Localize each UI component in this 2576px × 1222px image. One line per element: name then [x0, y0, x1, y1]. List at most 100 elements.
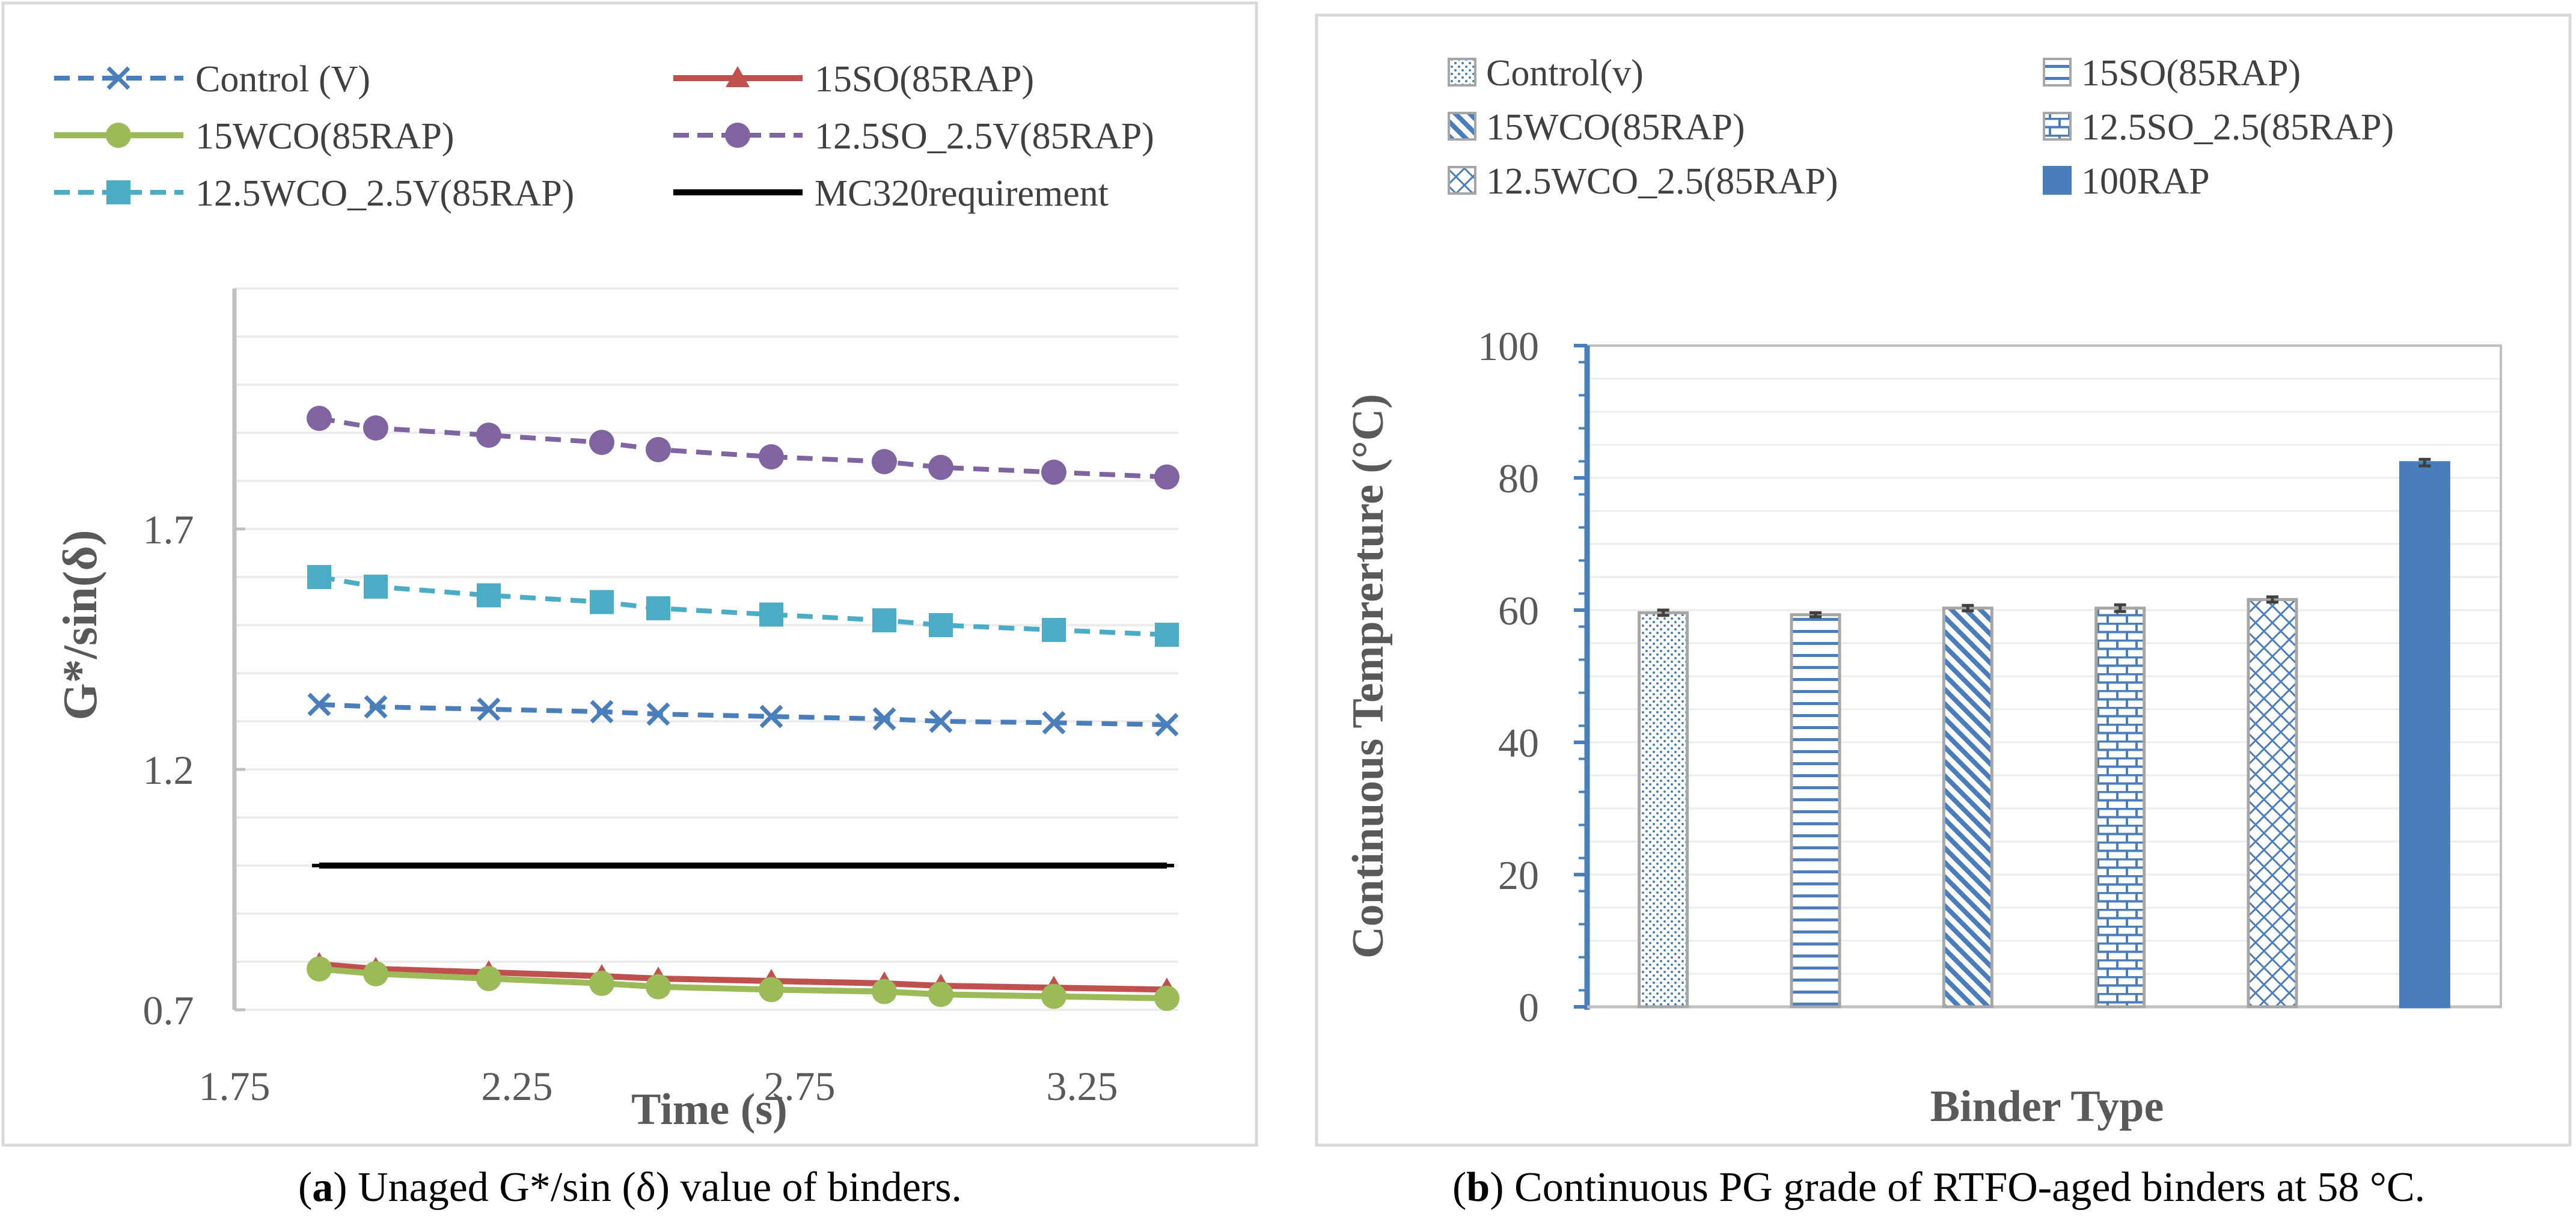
series-line-control-v [319, 702, 1167, 727]
panel-a-y-tick-label: 1.2 [143, 747, 194, 793]
caption-b: (b) Continuous PG grade of RTFO-aged bin… [1452, 1164, 2425, 1211]
data-point-control-v [872, 707, 896, 731]
legend-label: 15WCO(85RAP) [195, 116, 454, 157]
data-point-12-5so-2-5v-85rap [928, 454, 953, 480]
legend-marker [106, 123, 131, 148]
series-12-5wco-2-5v-85rap [307, 565, 1179, 647]
legend-swatch [1448, 112, 1476, 141]
data-point-12-5so-2-5v-85rap [759, 444, 784, 469]
bar-12-5so-2-5-85rap [2094, 603, 2146, 1009]
panel-a-gridlines [234, 287, 1178, 1011]
bar-rect-12-5wco-2-5-85rap [2247, 597, 2298, 1009]
data-point-15wco-85rap [646, 974, 671, 1000]
legend-label: 15SO(85RAP) [815, 59, 1034, 100]
data-point-12-5wco-2-5v-85rap [872, 608, 896, 632]
data-point-12-5so-2-5v-85rap [646, 437, 671, 462]
panel-a-x-ticks: 1.75 2.25 2.75 3.25 [199, 1063, 1118, 1109]
legend-entry-15so-85rap: 15SO(85RAP) [2043, 53, 2301, 94]
series-line-15so-85rap [319, 961, 1167, 993]
panel-a-x-tick-label: 1.75 [199, 1063, 271, 1109]
panel-b-gridlines [1587, 377, 2501, 975]
data-point-control-v [929, 709, 953, 733]
panel-b-x-axis-title: Binder Type [1930, 1082, 2164, 1131]
bar-100rap [2399, 457, 2450, 1009]
legend-swatch [2043, 58, 2072, 87]
data-point-12-5so-2-5v-85rap [363, 415, 388, 441]
data-point-12-5wco-2-5v-85rap [307, 565, 331, 589]
legend-entry-12-5wco-2-5v-85rap: 12.5WCO_2.5V(85RAP) [54, 173, 574, 214]
legend-entry-12-5so-2-5v-85rap: 12.5SO_2.5V(85RAP) [673, 116, 1154, 157]
legend-marker [106, 180, 130, 204]
data-point-control-v [477, 697, 501, 721]
series-line-12-5so-2-5v-85rap [319, 416, 1167, 480]
legend-marker [106, 66, 130, 90]
legend-entry-15wco-85rap: 15WCO(85RAP) [1448, 107, 1745, 148]
data-point-control-v [759, 704, 783, 729]
panel-a-x-axis-title: Time (s) [631, 1085, 788, 1134]
legend-swatch [1448, 58, 1476, 87]
bar-control-v [1638, 608, 1689, 1009]
data-point-15wco-85rap [1154, 985, 1179, 1011]
data-point-15wco-85rap [589, 971, 614, 996]
panel-b-y-tick-label: 0 [1519, 985, 1539, 1030]
series-12-5so-2-5v-85rap [307, 406, 1179, 490]
panel-a-x-tick-label: 2.25 [482, 1063, 553, 1109]
legend-label: MC320requirement [815, 173, 1109, 214]
panel-a: 0.7 1.2 1.7 1.75 2.25 2.75 3.25 Control (V) 15… [1, 1, 1258, 1147]
legend-label: 15SO(85RAP) [2081, 53, 2301, 94]
data-point-control-v [646, 702, 670, 726]
data-point-12-5wco-2-5v-85rap [1155, 623, 1179, 647]
panel-b: 0 20 40 60 80 100 Control(v) 15SO(85RAP) 15WCO(… [1315, 13, 2572, 1147]
data-point-control-v [307, 692, 331, 716]
series-line-15wco-85rap [319, 966, 1167, 1001]
error-bar-12-5so-2-5-85rap [2114, 603, 2126, 613]
panel-b-legend: Control(v) 15SO(85RAP) 15WCO(85RAP) 12.5SO_… [1448, 53, 2394, 202]
caption-a-label: a [312, 1164, 333, 1211]
panel-a-y-axis-title: G*/sin(δ) [54, 530, 107, 720]
bar-rect-15so-85rap [1790, 613, 1841, 1009]
legend-entry-control-v: Control(v) [1448, 53, 1644, 94]
legend-label: 12.5WCO_2.5V(85RAP) [195, 173, 574, 214]
panel-b-y-axis-title: Continuous Temprerture (°C) [1344, 394, 1393, 959]
bar-15so-85rap [1790, 611, 1841, 1009]
legend-label: Control (V) [195, 59, 370, 100]
panel-a-frame [1, 1, 1258, 1147]
panel-b-y-tick-label: 100 [1478, 323, 1539, 369]
panel-b-y-tick-label: 80 [1498, 456, 1539, 501]
legend-label: 12.5SO_2.5V(85RAP) [815, 116, 1154, 157]
bar-rect-control-v [1638, 611, 1689, 1009]
legend-marker [725, 123, 750, 148]
legend-label: Control(v) [1486, 53, 1644, 94]
data-point-15wco-85rap [872, 979, 897, 1004]
panel-b-y-ticks: 0 20 40 60 80 100 [1478, 323, 1587, 1030]
data-point-12-5wco-2-5v-85rap [929, 613, 953, 637]
series-line-12-5wco-2-5v-85rap [319, 575, 1167, 637]
error-bar-12-5wco-2-5-85rap [2266, 595, 2278, 604]
data-point-12-5wco-2-5v-85rap [646, 596, 670, 620]
legend-swatch [2043, 112, 2072, 141]
data-point-12-5wco-2-5v-85rap [759, 602, 783, 627]
data-point-12-5so-2-5v-85rap [1154, 464, 1179, 490]
panel-a-series [307, 406, 1179, 1011]
data-point-12-5so-2-5v-85rap [872, 449, 897, 474]
legend-entry-control-v: Control (V) [54, 59, 370, 100]
panel-b-y-tick-label: 40 [1498, 720, 1539, 766]
error-bar-100rap [2418, 457, 2431, 468]
legend-marker [726, 66, 750, 87]
legend-label: 12.5WCO_2.5(85RAP) [1486, 161, 1838, 202]
caption-a-text: ) Unaged G*/sin (δ) value of binders. [333, 1164, 962, 1211]
data-point-control-v [590, 700, 614, 724]
panel-b-y-tick-label: 60 [1498, 588, 1539, 634]
legend-label: 12.5SO_2.5(85RAP) [2081, 107, 2394, 148]
data-point-15wco-85rap [1041, 983, 1066, 1009]
legend-label: 100RAP [2081, 161, 2210, 202]
caption-a: (a) Unaged G*/sin (δ) value of binders. [298, 1164, 962, 1211]
bar-15wco-85rap [1942, 603, 1993, 1009]
data-point-12-5so-2-5v-85rap [476, 423, 501, 448]
series-15wco-85rap [307, 956, 1179, 1011]
data-point-control-v [1042, 710, 1066, 735]
data-point-15wco-85rap [759, 977, 784, 1003]
panel-a-y-tick-label: 1.7 [143, 507, 194, 552]
legend-entry-mc320requirement: MC320requirement [673, 173, 1109, 214]
